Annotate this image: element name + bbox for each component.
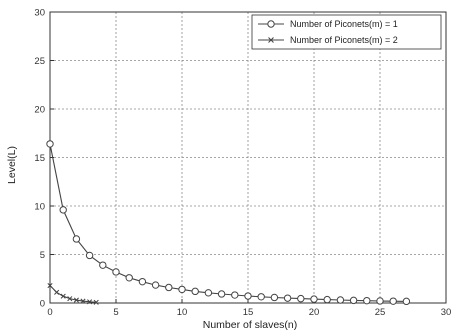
data-point [67,296,73,302]
data-point [310,295,318,303]
y-tick-label: 10 [34,202,45,213]
data-point [165,283,173,292]
y-tick-label: 15 [34,153,45,164]
data-point [85,251,94,260]
data-point [151,281,160,289]
legend-label-series-1: Number of Piconets(m) = 1 [290,19,398,29]
data-point [72,235,81,243]
legend-marker-series-2 [268,37,274,43]
series-line-1 [49,143,407,302]
data-point [231,291,239,299]
data-point [73,297,79,303]
x-tick-label: 0 [47,307,52,318]
data-point [46,140,54,148]
data-point [54,289,60,295]
legend-item-series-1: Number of Piconets(m) = 1 [258,19,398,29]
y-tick-label: 25 [34,56,45,67]
series-2 [47,282,99,305]
data-point [178,285,186,294]
y-axis-label: Level(L) [6,146,18,184]
data-point [99,261,107,269]
data-point [191,287,199,296]
data-point [244,292,252,300]
x-tick-label: 10 [177,307,188,318]
grid-lines [50,12,446,303]
series-1 [46,140,411,306]
x-tick-label: 15 [243,307,254,318]
data-point [389,297,397,305]
data-point [125,274,133,282]
legend-label-series-2: Number of Piconets(m) = 2 [290,35,398,45]
x-tick-label: 30 [441,307,452,318]
y-tick-label: 30 [34,8,45,19]
series-layer [46,140,411,306]
data-point [138,277,147,286]
x-tick-label: 5 [113,307,118,318]
legend-box [251,14,442,50]
data-point [80,298,86,304]
data-point [283,294,292,302]
data-point [217,290,226,298]
y-tick-label: 20 [34,105,45,116]
legend-marker-series-1 [267,20,275,28]
data-point [323,295,331,304]
x-axis-label: Number of slaves(n) [203,319,298,330]
data-point [204,289,213,297]
data-point [402,297,411,306]
data-point [93,299,99,305]
data-point [297,294,305,303]
x-tick-label: 25 [375,307,386,318]
data-point [60,293,66,299]
data-point [47,282,53,289]
y-tick-label: 5 [40,250,45,261]
data-point [376,297,384,305]
data-point [363,296,371,305]
data-point [270,293,279,302]
data-point [349,296,358,305]
data-point [112,268,120,276]
legend-item-series-2: Number of Piconets(m) = 2 [258,35,398,45]
data-point [59,206,67,214]
y-tick-label: 0 [40,299,45,310]
x-tick-label: 20 [309,307,320,318]
data-point [336,296,345,304]
data-point [87,299,93,305]
data-point [257,293,265,301]
x-axis-ticks: 0 5 10 15 20 25 30 [47,299,451,318]
legend: Number of Piconets(m) = 1 Number of Pico… [251,14,442,50]
y-axis-ticks: 0 5 10 15 20 25 30 [34,8,54,310]
